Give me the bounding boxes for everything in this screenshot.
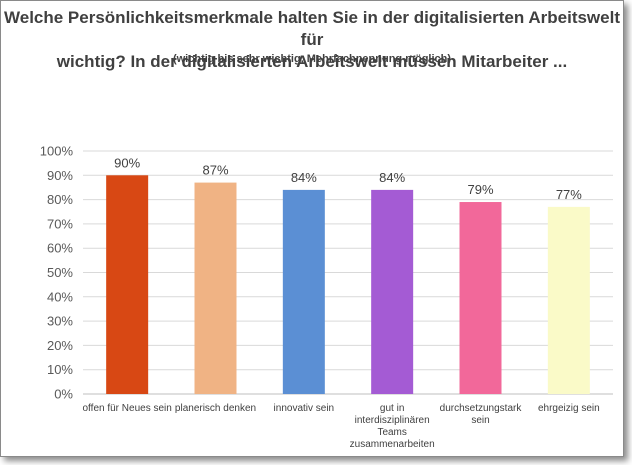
bar [106,175,149,394]
category-label: planerisch denken [175,403,256,414]
y-tick-label: 100% [40,144,74,159]
category-label: Teams [377,427,406,438]
chart-subtitle: (wichtig bis sehr wichtig, Mehrfachnennu… [172,53,452,65]
y-tick-label: 80% [47,192,73,207]
y-tick-label: 50% [47,265,73,280]
category-label: interdisziplinären [355,415,430,426]
category-label: zusammenarbeiten [350,439,435,450]
data-label: 87% [202,163,228,178]
y-tick-label: 0% [54,387,73,402]
category-label: gut in [380,403,404,414]
y-tick-label: 70% [47,216,73,231]
data-label: 79% [467,182,493,197]
bar [282,189,325,394]
bar [371,189,414,394]
chart-frame: Welche Persönlichkeitsmerkmale halten Si… [0,0,624,457]
chart-title: Welche Persönlichkeitsmerkmale halten Si… [1,7,623,73]
category-label: innovativ sein [274,403,335,414]
y-tick-label: 40% [47,289,73,304]
data-label: 84% [291,170,317,185]
y-tick-label: 90% [47,168,73,183]
data-label: 77% [556,187,582,202]
category-label: sein [471,415,489,426]
data-label: 84% [379,170,405,185]
y-tick-label: 60% [47,241,73,256]
category-label: durchsetzungstark [440,403,523,414]
y-tick-label: 10% [47,362,73,377]
category-label: ehrgeizig sein [538,403,600,414]
data-label: 90% [114,155,140,170]
y-tick-label: 30% [47,314,73,329]
bar [459,202,502,394]
bar-chart: 0% 10% 20% 30% 40% 50% 60% 70% 80% 90% 100% 90% offe… [40,144,613,450]
bar [547,206,590,394]
chart-title-line-1: Welche Persönlichkeitsmerkmale halten Si… [4,8,620,49]
category-label: offen für Neues sein [83,403,172,414]
y-tick-label: 20% [47,338,73,353]
bar [194,182,237,394]
chart-title-line-2: wichtig? In der digitalisierten Arbeitsw… [56,52,568,71]
